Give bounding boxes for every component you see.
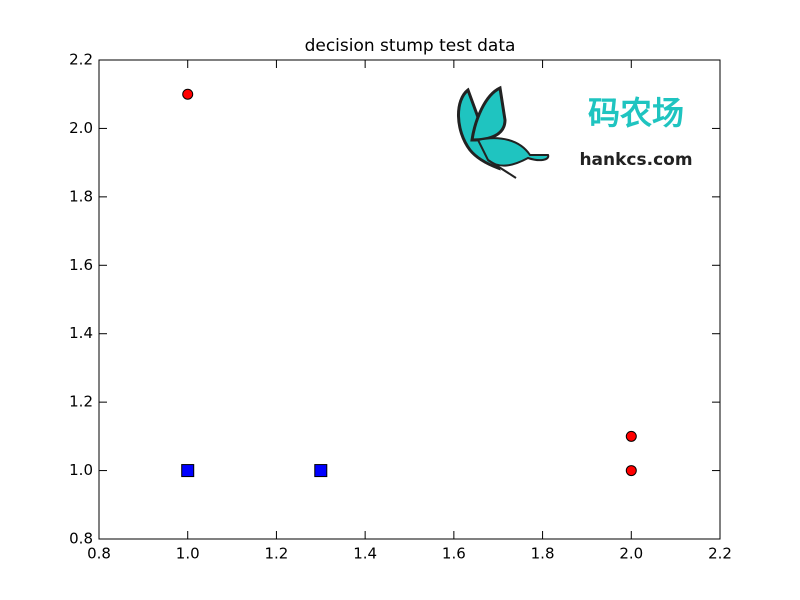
x-tick-label: 1.8: [531, 545, 555, 563]
point: [314, 464, 328, 478]
butterfly-wing: [476, 137, 550, 167]
x-tick-label: 1.0: [176, 545, 200, 563]
y-tick-label: 1.8: [69, 187, 93, 205]
point: [182, 88, 194, 100]
plot-frame: [98, 59, 721, 540]
y-tick-label: 2.0: [69, 119, 93, 137]
y-tick-label: 0.8: [69, 530, 93, 548]
watermark-logo: [457, 85, 550, 179]
y-tick-label: 1.6: [69, 256, 93, 274]
x-tick-label: 1.6: [442, 545, 466, 563]
x-tick-label: 1.2: [264, 545, 288, 563]
point: [625, 430, 637, 442]
butterfly-tail: [487, 159, 517, 179]
point: [181, 464, 195, 478]
y-tick-label: 2.2: [69, 51, 93, 69]
watermark-name: 码农场: [588, 94, 684, 132]
butterfly-wing: [470, 85, 507, 142]
y-tick-label: 1.2: [69, 393, 93, 411]
x-tick-label: 1.4: [353, 545, 377, 563]
x-tick-label: 2.0: [619, 545, 643, 563]
chart-title: decision stump test data: [305, 36, 516, 56]
x-tick-label: 2.2: [708, 545, 732, 563]
x-tick-label: 0.8: [87, 545, 111, 563]
watermark-site: hankcs.com: [579, 150, 692, 170]
y-tick-label: 1.0: [69, 461, 93, 479]
y-tick-label: 1.4: [69, 324, 93, 342]
point: [625, 465, 637, 477]
